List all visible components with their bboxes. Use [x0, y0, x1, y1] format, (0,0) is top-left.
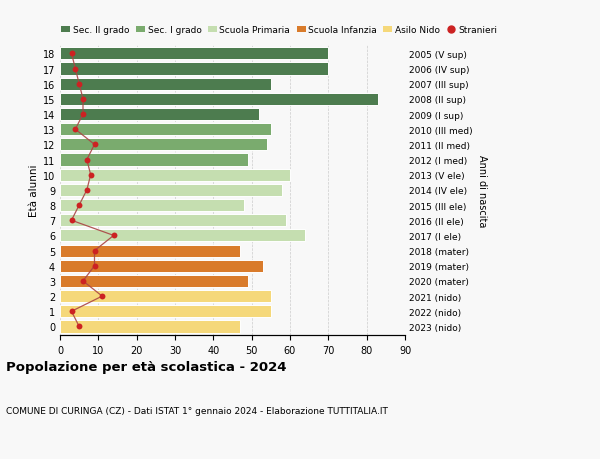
Bar — [60, 306, 271, 318]
Legend: Sec. II grado, Sec. I grado, Scuola Primaria, Scuola Infanzia, Asilo Nido, Stran: Sec. II grado, Sec. I grado, Scuola Prim… — [58, 22, 501, 39]
Point — [90, 141, 100, 149]
Bar — [60, 78, 271, 90]
Bar — [60, 124, 271, 136]
Bar — [60, 275, 248, 287]
Point — [74, 81, 84, 88]
Point — [109, 232, 118, 240]
Point — [90, 247, 100, 255]
Bar — [60, 48, 328, 60]
Bar — [60, 245, 240, 257]
Text: Popolazione per età scolastica - 2024: Popolazione per età scolastica - 2024 — [6, 360, 287, 373]
Bar — [60, 139, 267, 151]
Point — [78, 111, 88, 118]
Point — [82, 187, 92, 194]
Bar — [60, 169, 290, 181]
Bar — [60, 215, 286, 227]
Bar — [60, 109, 259, 121]
Bar — [60, 321, 240, 333]
Point — [67, 217, 76, 224]
Point — [78, 96, 88, 103]
Y-axis label: Anni di nascita: Anni di nascita — [476, 154, 487, 227]
Point — [67, 308, 76, 315]
Point — [71, 126, 80, 134]
Point — [90, 263, 100, 270]
Point — [78, 278, 88, 285]
Point — [71, 66, 80, 73]
Text: COMUNE DI CURINGA (CZ) - Dati ISTAT 1° gennaio 2024 - Elaborazione TUTTITALIA.IT: COMUNE DI CURINGA (CZ) - Dati ISTAT 1° g… — [6, 406, 388, 415]
Bar — [60, 63, 328, 75]
Bar — [60, 291, 271, 302]
Point — [74, 323, 84, 330]
Bar — [60, 94, 378, 106]
Point — [74, 202, 84, 209]
Bar — [60, 230, 305, 242]
Point — [86, 172, 95, 179]
Point — [82, 157, 92, 164]
Bar — [60, 185, 283, 196]
Point — [67, 50, 76, 58]
Bar — [60, 200, 244, 212]
Point — [97, 293, 107, 300]
Bar — [60, 260, 263, 272]
Y-axis label: Età alunni: Età alunni — [29, 164, 38, 217]
Bar — [60, 154, 248, 166]
